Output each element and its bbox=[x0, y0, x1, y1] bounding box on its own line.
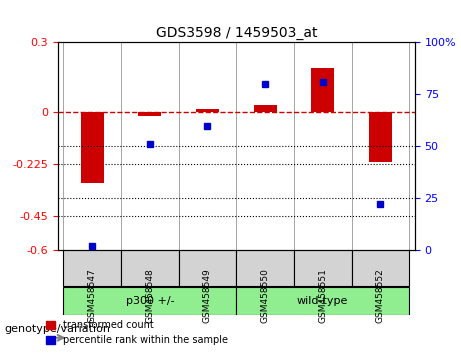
FancyBboxPatch shape bbox=[236, 250, 294, 286]
Bar bbox=[81, 112, 104, 183]
Bar bbox=[196, 109, 219, 112]
FancyBboxPatch shape bbox=[294, 250, 351, 286]
FancyBboxPatch shape bbox=[121, 250, 179, 286]
Text: GSM458550: GSM458550 bbox=[260, 268, 270, 323]
FancyBboxPatch shape bbox=[351, 250, 409, 286]
Bar bbox=[311, 68, 334, 112]
Text: GSM458547: GSM458547 bbox=[88, 268, 97, 323]
Text: wild-type: wild-type bbox=[297, 296, 349, 306]
Text: genotype/variation: genotype/variation bbox=[5, 324, 111, 334]
FancyBboxPatch shape bbox=[236, 286, 409, 315]
Legend: transformed count, percentile rank within the sample: transformed count, percentile rank withi… bbox=[42, 316, 232, 349]
Text: p300 +/-: p300 +/- bbox=[125, 296, 174, 306]
Bar bbox=[138, 112, 161, 116]
FancyBboxPatch shape bbox=[64, 250, 121, 286]
Bar bbox=[254, 105, 277, 112]
Title: GDS3598 / 1459503_at: GDS3598 / 1459503_at bbox=[155, 26, 317, 40]
Text: GSM458551: GSM458551 bbox=[318, 268, 327, 323]
Text: GSM458548: GSM458548 bbox=[145, 268, 154, 323]
Bar bbox=[369, 112, 392, 162]
Text: GSM458552: GSM458552 bbox=[376, 268, 385, 323]
FancyBboxPatch shape bbox=[179, 250, 236, 286]
Text: GSM458549: GSM458549 bbox=[203, 268, 212, 323]
FancyBboxPatch shape bbox=[64, 286, 236, 315]
